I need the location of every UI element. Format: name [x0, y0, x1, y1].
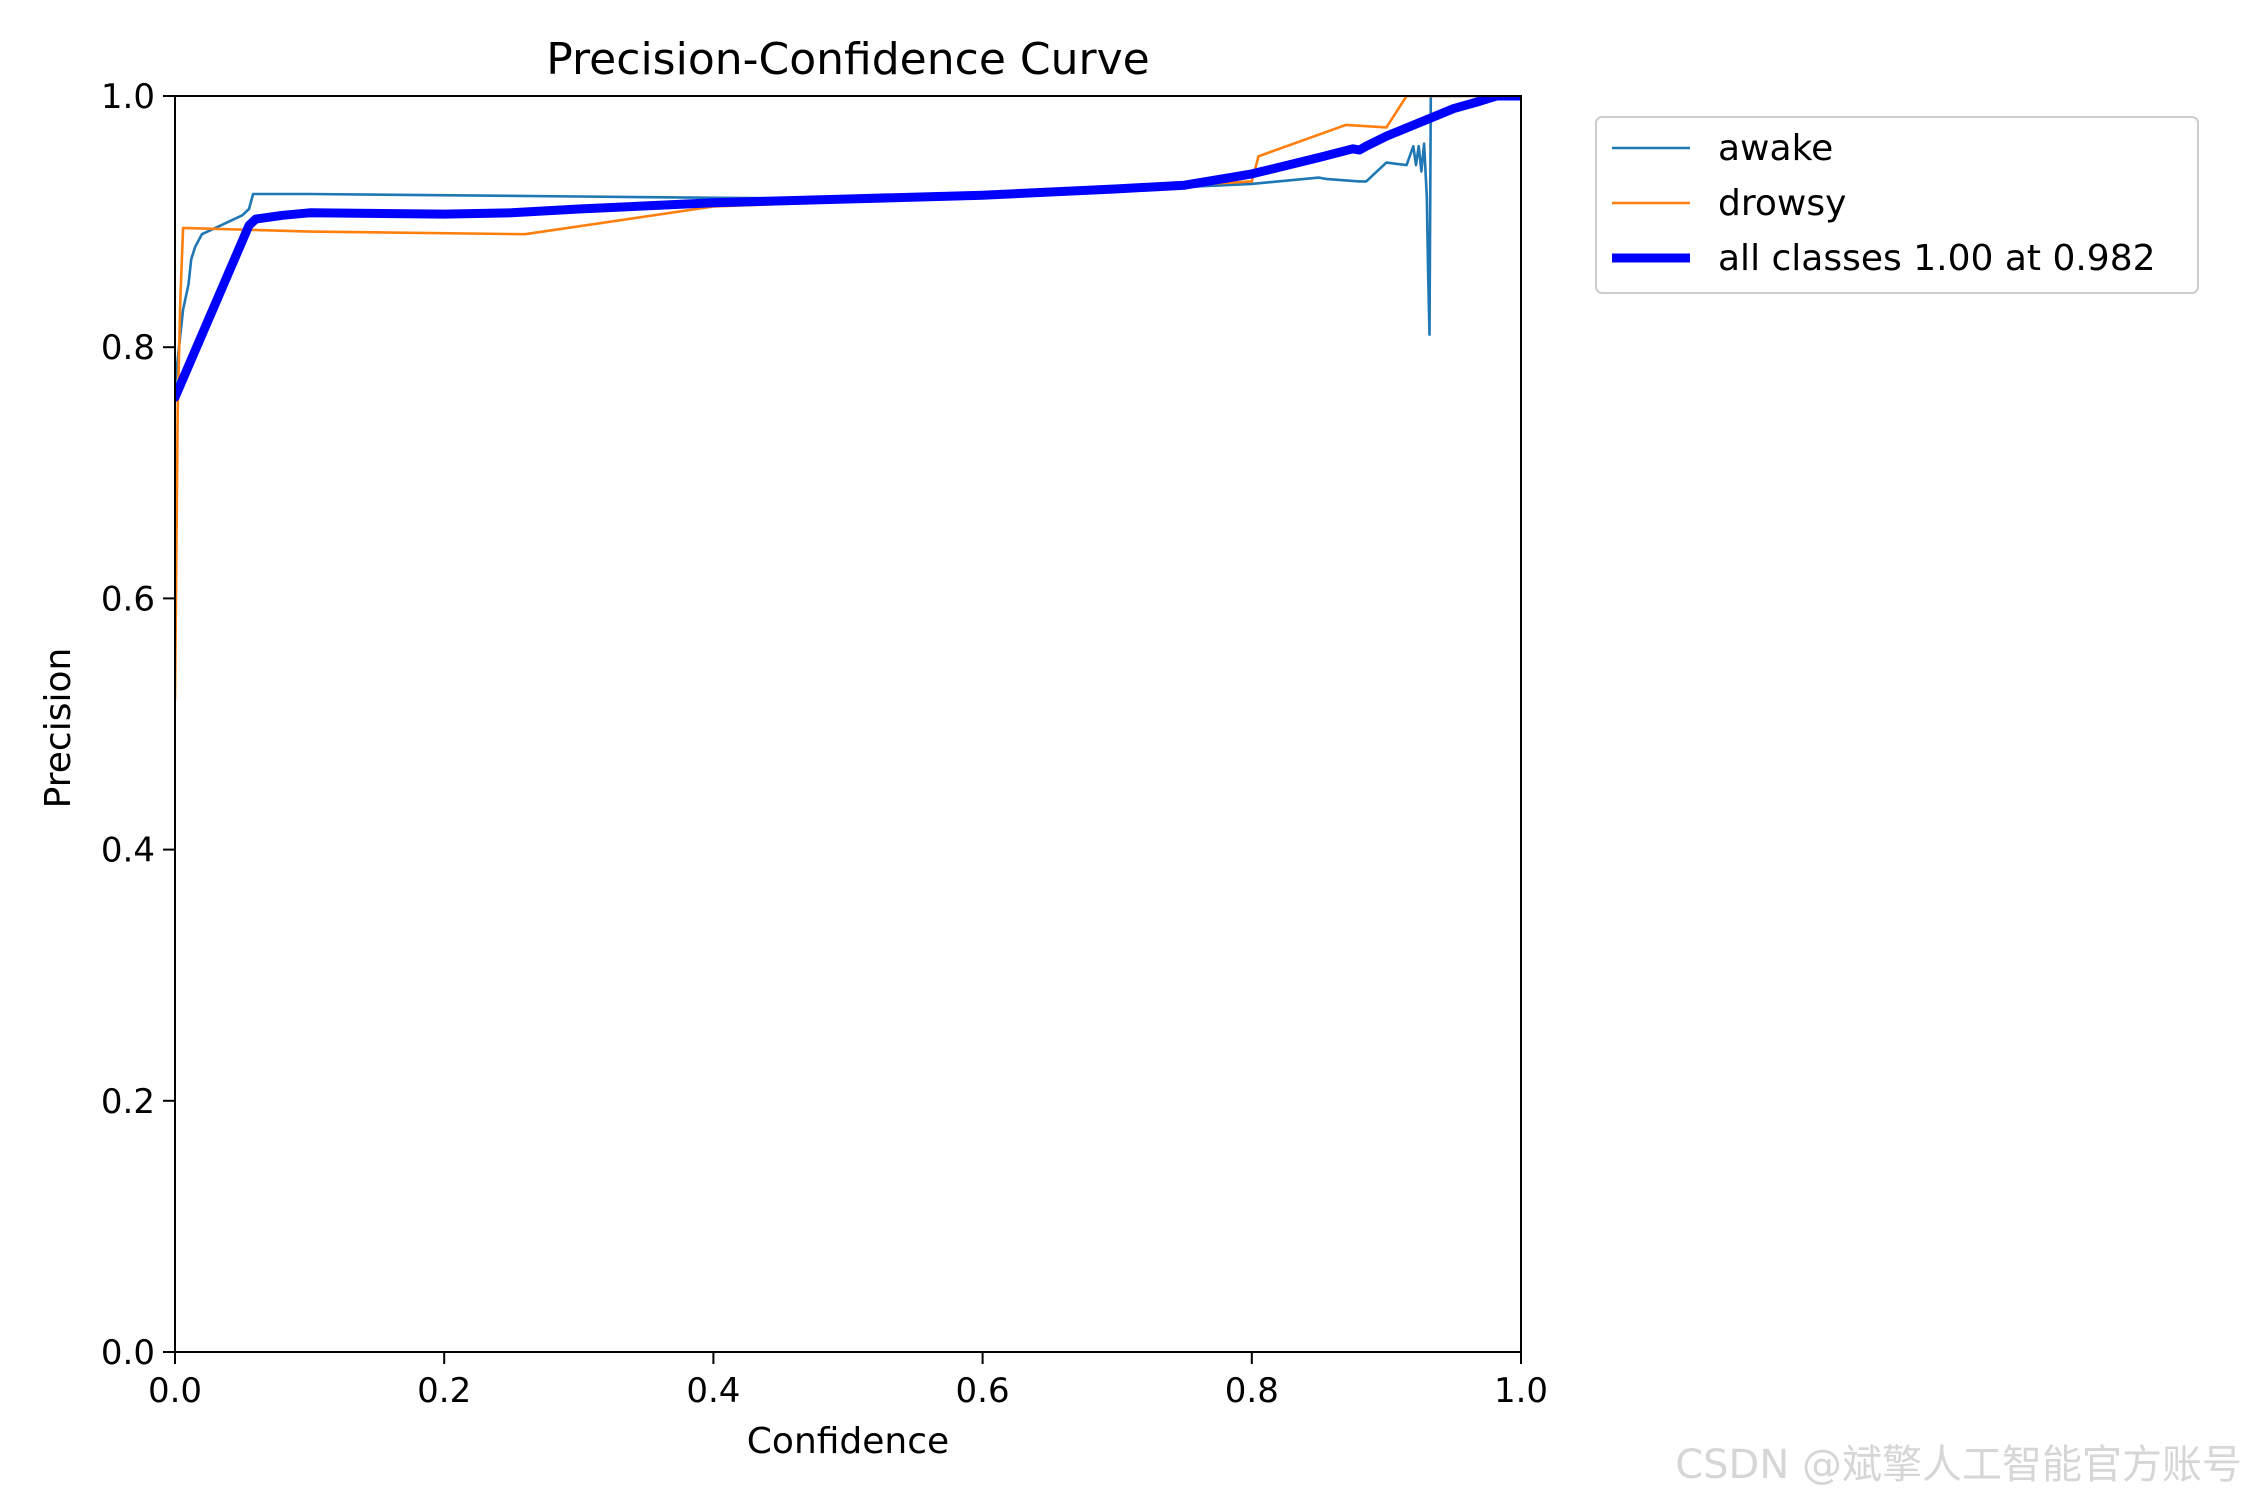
- legend-label-1: drowsy: [1718, 183, 1846, 224]
- y-tick-label: 0.4: [101, 831, 155, 871]
- x-tick-label: 0.0: [148, 1371, 202, 1411]
- axes-frame: [174, 95, 1522, 1353]
- x-tick-label: 0.4: [686, 1371, 740, 1411]
- watermark: CSDN @斌擎人工智能官方账号: [1675, 1442, 2242, 1488]
- legend: awake drowsy all classes 1.00 at 0.982: [1595, 116, 2199, 294]
- legend-label-0: awake: [1718, 128, 1833, 169]
- x-tick-label: 0.8: [1225, 1371, 1279, 1411]
- y-tick-label: 0.2: [101, 1082, 155, 1122]
- series-layer: [175, 96, 1521, 701]
- y-tick-label: 0.6: [101, 579, 155, 619]
- legend-box: [1595, 116, 2199, 294]
- legend-items: awake drowsy all classes 1.00 at 0.982: [1612, 128, 2156, 279]
- x-axis-label: Confidence: [747, 1421, 949, 1462]
- x-tick-label: 0.2: [417, 1371, 471, 1411]
- series-line-2: [175, 96, 1521, 402]
- plot-area: [175, 96, 1521, 701]
- y-tick-label: 0.0: [101, 1333, 155, 1373]
- chart-title: Precision-Confidence Curve: [546, 34, 1149, 85]
- y-axis-ticks: 0.0 0.2 0.4 0.6 0.8 1.0: [101, 77, 175, 1373]
- legend-label-2: all classes 1.00 at 0.982: [1718, 238, 2156, 279]
- x-axis-ticks: 0.0 0.2 0.4 0.6 0.8 1.0: [148, 1352, 1548, 1411]
- x-tick-label: 1.0: [1494, 1371, 1548, 1411]
- series-line-0: [175, 96, 1521, 387]
- y-axis-label: Precision: [38, 648, 79, 809]
- y-tick-label: 1.0: [101, 77, 155, 117]
- y-tick-label: 0.8: [101, 328, 155, 368]
- x-tick-label: 0.6: [956, 1371, 1010, 1411]
